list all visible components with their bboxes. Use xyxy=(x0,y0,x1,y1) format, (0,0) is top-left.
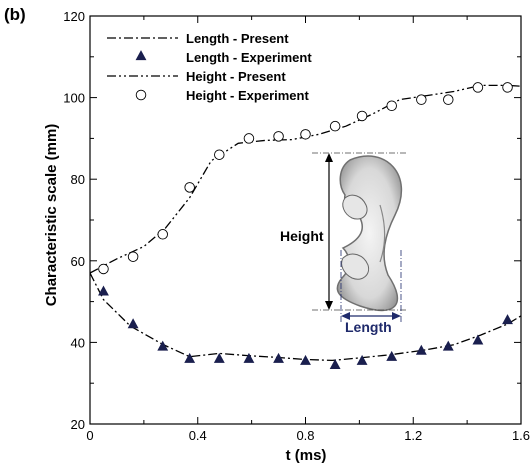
series-length-experiment-point xyxy=(356,354,368,365)
droplet-shape xyxy=(336,155,403,312)
series-length-experiment-point xyxy=(157,340,169,351)
droplet-inner-upper xyxy=(342,194,368,220)
series-height-experiment-point xyxy=(356,110,368,122)
series-length-experiment-point xyxy=(472,334,484,345)
series-length-experiment-point xyxy=(127,318,139,329)
y-tick-label: 20 xyxy=(71,417,85,432)
series-height-experiment-point xyxy=(214,149,225,160)
series-height-experiment-point xyxy=(386,100,397,112)
legend-length-present-label: Length - Present xyxy=(186,31,289,46)
legend-length-experiment-label: Length - Experiment xyxy=(186,50,312,65)
droplet-neck xyxy=(379,204,386,263)
x-tick-label: 0 xyxy=(86,428,93,443)
y-tick-label: 120 xyxy=(63,9,85,24)
panel-label: (b) xyxy=(4,5,26,24)
legend-height-experiment-label: Height - Experiment xyxy=(186,88,309,103)
series-height-experiment-point xyxy=(443,94,454,105)
series-length-experiment-point xyxy=(243,352,255,363)
length-label: Length xyxy=(345,319,392,335)
length-arrow-head-left xyxy=(341,312,350,320)
y-axis-label: Characteristic scale (mm) xyxy=(43,124,60,307)
x-tick-label: 1.6 xyxy=(512,428,530,443)
series-length-experiment-point xyxy=(184,352,196,363)
x-tick-label: 0.4 xyxy=(189,428,207,443)
y-tick-label: 60 xyxy=(71,254,85,269)
series-height-experiment-point xyxy=(98,263,109,275)
series-height-experiment-point xyxy=(243,133,255,144)
series-height-present-line xyxy=(89,84,522,274)
x-axis-label: t (ms) xyxy=(286,447,327,464)
height-label: Height xyxy=(280,228,324,244)
series-length-experiment-point xyxy=(386,350,398,361)
x-tick-label: 0.8 xyxy=(296,428,314,443)
series-height-experiment-point xyxy=(472,82,484,93)
legend-length-experiment-swatch xyxy=(135,50,147,61)
series-height-experiment-point xyxy=(127,251,139,262)
legend: Length - Present Length - Experiment Heigh… xyxy=(107,31,312,103)
y-tick-label: 80 xyxy=(71,172,85,187)
legend-height-present-label: Height - Present xyxy=(186,69,286,84)
series-height-experiment-point xyxy=(416,94,427,105)
series-length-experiment-point xyxy=(273,352,284,363)
height-arrow-head-bottom xyxy=(325,301,333,310)
series-length-experiment-point xyxy=(329,359,341,369)
series-length-experiment-point xyxy=(300,354,311,365)
series-height-experiment-point xyxy=(502,82,513,93)
series-length-experiment-point xyxy=(98,285,109,296)
series-height-experiment-point xyxy=(157,229,168,240)
series-length-experiment-point xyxy=(213,352,225,363)
y-tick-label: 100 xyxy=(63,91,85,106)
series-height-experiment-point xyxy=(300,129,311,140)
series-length-experiment-point xyxy=(502,314,513,325)
series-length-experiment-point xyxy=(442,340,454,351)
series-height-experiment-point xyxy=(184,182,195,193)
y-tick-label: 40 xyxy=(71,335,85,350)
droplet-inner-lower xyxy=(341,253,370,280)
x-tick-label: 1.2 xyxy=(404,428,422,443)
droplet-inset: Height Length xyxy=(280,152,406,335)
series-length-experiment-point xyxy=(415,344,427,355)
length-arrow-head-right xyxy=(392,312,401,320)
legend-height-experiment-swatch xyxy=(135,89,147,101)
series-length-present-line xyxy=(89,272,522,362)
series-height-experiment-point xyxy=(329,120,341,132)
series-height-experiment-point xyxy=(273,131,284,142)
height-arrow-head-top xyxy=(325,153,333,162)
